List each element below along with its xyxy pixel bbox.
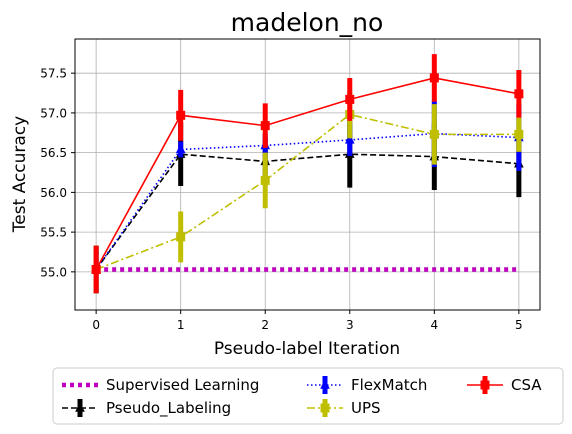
x-tick-label: 4 <box>430 318 438 332</box>
y-axis-label: Test Accuracy <box>10 116 30 234</box>
legend-box <box>52 367 564 425</box>
series-csa <box>91 54 524 294</box>
data-point <box>429 129 439 139</box>
y-tick-label: 57.5 <box>40 67 67 81</box>
legend-item: Pseudo_Labeling <box>62 399 231 418</box>
series-line <box>95 77 520 270</box>
x-tick-label: 5 <box>515 318 523 332</box>
legend-swatch-marker <box>320 379 330 389</box>
data-point <box>514 129 524 139</box>
legend-swatch-marker <box>480 380 490 390</box>
series-line <box>95 113 519 271</box>
y-tick-label: 56.5 <box>40 146 67 160</box>
legend-item: CSA <box>467 376 542 394</box>
legend-swatch-marker <box>75 402 85 412</box>
series-flexmatch <box>91 100 524 294</box>
series-layer <box>91 54 524 294</box>
legend-item: FlexMatch <box>307 376 427 394</box>
data-point <box>260 175 270 185</box>
x-tick-label: 1 <box>177 318 185 332</box>
legend-label: CSA <box>511 376 542 394</box>
legend-label: FlexMatch <box>351 376 427 394</box>
data-point <box>344 134 355 144</box>
data-point <box>514 89 524 99</box>
data-point <box>429 73 439 83</box>
data-point <box>91 264 101 274</box>
plot-area-frame <box>74 38 541 311</box>
y-tick-label: 55.5 <box>40 226 67 240</box>
y-tick-label: 56.0 <box>40 186 67 200</box>
data-point <box>260 121 270 131</box>
series-line <box>95 153 519 270</box>
data-point <box>345 94 355 104</box>
data-point <box>176 110 186 120</box>
legend-label: Supervised Learning <box>106 376 259 394</box>
x-axis-label: Pseudo-label Iteration <box>214 339 400 359</box>
legend-swatch-marker <box>320 403 330 413</box>
x-tick-label: 0 <box>92 318 100 332</box>
legend-item: UPS <box>307 399 381 417</box>
chart-title: madelon_no <box>231 8 384 37</box>
legend: Supervised Learning Pseudo_Labeling FlexMa… <box>52 367 564 425</box>
legend-label: UPS <box>351 399 381 417</box>
data-point <box>175 143 186 154</box>
legend-item: Supervised Learning <box>62 376 259 394</box>
legend-label: Pseudo_Labeling <box>106 399 231 418</box>
y-tick-label: 57.0 <box>40 106 67 120</box>
y-tick-label: 55.0 <box>40 265 67 279</box>
x-tick-label: 2 <box>261 318 269 332</box>
x-tick-label: 3 <box>346 318 354 332</box>
data-point <box>176 232 186 242</box>
axis-ticks: 0 1 2 3 4 5 55.0 55.5 56.0 56.5 57.0 57.5 <box>40 67 522 332</box>
